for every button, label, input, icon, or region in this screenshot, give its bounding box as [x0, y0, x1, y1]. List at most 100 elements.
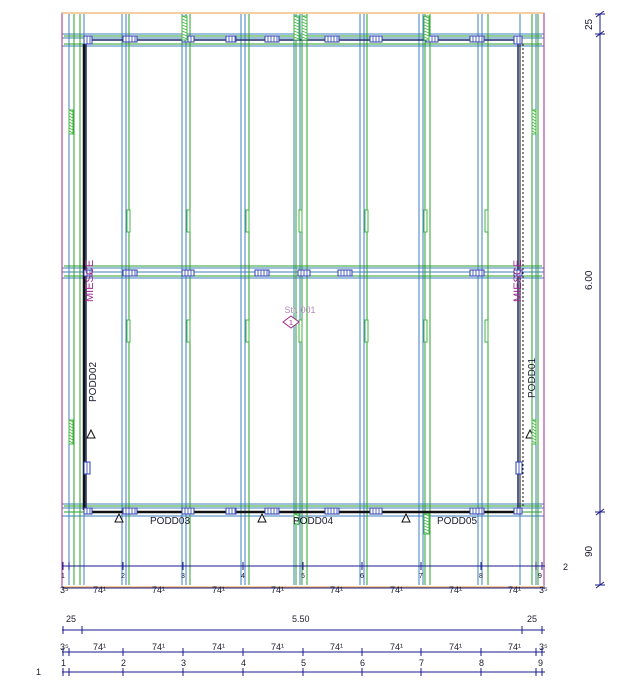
dim-row-1: 3⁵ 74¹ 74¹ 74¹ 74¹ 74¹ 74¹ 74¹ 74¹ 3⁵ [60, 585, 548, 595]
row1-segment-9: 74¹ [508, 585, 521, 595]
hatch-stripe-green [68, 440, 74, 444]
hatch-block-blue [225, 35, 237, 43]
hatch-stripe-green [423, 531, 430, 535]
hatch-stripe-green [531, 425, 537, 429]
hatch-stripe-green [68, 130, 74, 134]
bottom-row-number: 1 [36, 667, 41, 677]
right-dim-slash [595, 508, 605, 516]
right-dim-slash [595, 30, 605, 38]
hatch-stripe-green [301, 33, 308, 37]
hatch-stripe-green [423, 21, 430, 25]
column-mark [423, 209, 428, 233]
hatch-stripe-green [68, 425, 74, 429]
hatch-stripe-green [181, 33, 188, 37]
axis-number-2: 2 [121, 658, 126, 668]
support-triangle [257, 512, 267, 523]
hatch-stripe-green [301, 36, 308, 40]
bottom-dim-right: 25 [527, 614, 537, 624]
axis-small-3: 3 [181, 573, 185, 580]
axis-number-9: 9 [538, 658, 543, 668]
axis-number-4: 4 [241, 658, 246, 668]
hatch-stripe-green [293, 27, 300, 31]
hatch-block-blue [83, 507, 93, 515]
hatch-stripe-green [423, 24, 430, 28]
hatch-stripe-green [531, 428, 537, 432]
bottom-dim-left: 25 [66, 614, 76, 624]
row3-segment-10: 3⁵ [539, 642, 548, 652]
bottom-wall-label-1: PODD03 [150, 516, 190, 527]
hatch-stripe-green [301, 21, 308, 25]
hatch-stripe-green [181, 27, 188, 31]
axis-small-9: 9 [538, 573, 542, 580]
hatch-stripe-green [68, 115, 74, 119]
hatch-stripe-green [531, 112, 537, 116]
hatch-stripe-green [531, 109, 537, 113]
hatch-stripe-green [301, 30, 308, 34]
hatch-stripe-green [531, 124, 537, 128]
hatch-stripe-green [68, 431, 74, 435]
axis-small-2: 2 [121, 573, 125, 580]
row3-segment-3: 74¹ [152, 642, 165, 652]
axis-number-7: 7 [419, 658, 424, 668]
center-marker-diamond [282, 315, 300, 329]
hatch-block-blue [83, 35, 93, 45]
hatch-stripe-green [68, 422, 74, 426]
hatch-stripe-green [531, 422, 537, 426]
hatch-stripe-green [423, 516, 430, 520]
hatch-stripe-green [423, 513, 430, 517]
hatch-blocks [68, 15, 537, 535]
hatch-stripe-green [531, 437, 537, 441]
left-miesce-label: MIESCE [84, 260, 96, 302]
hatch-stripe-green [531, 115, 537, 119]
hatch-stripe-green [68, 118, 74, 122]
hatch-stripe-green [293, 18, 300, 22]
hatch-stripe-green [423, 528, 430, 532]
hatch-stripe-green [423, 27, 430, 31]
hatch-stripe-green [293, 33, 300, 37]
right-corner-number: 2 [563, 562, 568, 572]
hatch-stripe-green [423, 15, 430, 19]
hatch-stripe-green [301, 15, 308, 19]
column-mark [298, 319, 303, 343]
hatch-stripe-green [531, 130, 537, 134]
hatch-stripe-green [293, 21, 300, 25]
axis-small-8: 8 [479, 573, 483, 580]
hatch-stripe-green [68, 428, 74, 432]
column-mark [484, 209, 489, 233]
hatch-stripe-green [293, 516, 300, 520]
column-mark [126, 209, 131, 233]
row3-segment-9: 74¹ [508, 642, 521, 652]
right-dim-bottom: 90 [584, 545, 595, 557]
hatch-stripe-green [423, 522, 430, 526]
row1-segment-3: 74¹ [152, 585, 165, 595]
support-triangle [401, 512, 411, 523]
bottom-wall-label-2: PODD04 [293, 516, 333, 527]
hatch-stripe-green [293, 522, 300, 526]
right-dim-slash [595, 581, 605, 589]
axis-small-6: 6 [360, 573, 364, 580]
column-mark [364, 319, 369, 343]
hatch-stripe-green [301, 27, 308, 31]
column-mark [423, 319, 428, 343]
axis-small-5: 5 [301, 573, 305, 580]
hatch-block-blue [513, 507, 523, 515]
hatch-stripe-green [68, 127, 74, 131]
bottom-dim-middle: 5.50 [292, 614, 310, 624]
column-mark [484, 319, 489, 343]
hatch-stripe-green [293, 519, 300, 523]
hatch-stripe-green [181, 15, 188, 19]
row1-segment-8: 74¹ [449, 585, 462, 595]
right-dim-top: 25 [584, 18, 595, 30]
hatch-stripe-green [531, 127, 537, 131]
row3-segment-2: 74¹ [93, 642, 106, 652]
hatch-stripe-green [423, 525, 430, 529]
hatch-stripe-green [301, 24, 308, 28]
row3-segment-4: 74¹ [212, 642, 225, 652]
row1-segment-10: 3⁵ [539, 585, 548, 595]
row3-segment-1: 3⁵ [60, 642, 69, 652]
support-triangle [86, 428, 96, 439]
column-mark [126, 319, 131, 343]
hatch-stripe-green [531, 118, 537, 122]
hatch-stripe-green [293, 36, 300, 40]
